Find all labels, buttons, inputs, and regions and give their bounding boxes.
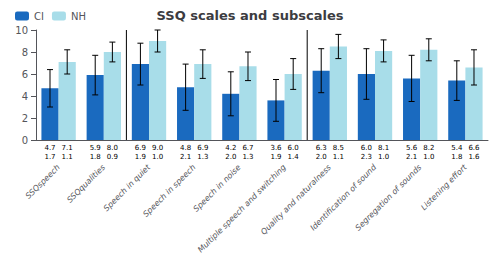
svg-text:CI: CI (34, 11, 44, 22)
svg-text:2.1: 2.1 (180, 153, 191, 161)
svg-text:9.0: 9.0 (152, 144, 163, 152)
svg-text:Multiple speech and switching: Multiple speech and switching (196, 163, 288, 255)
svg-text:6.3: 6.3 (316, 144, 327, 152)
svg-text:8: 8 (22, 47, 28, 58)
svg-text:Identification of sound: Identification of sound (308, 162, 379, 233)
svg-text:1.1: 1.1 (62, 153, 73, 161)
svg-text:Speech in quiet: Speech in quiet (102, 162, 153, 213)
svg-text:1.0: 1.0 (378, 153, 389, 161)
svg-text:2.0: 2.0 (225, 153, 236, 161)
svg-text:6.0: 6.0 (288, 144, 299, 152)
svg-text:1.8: 1.8 (451, 153, 462, 161)
svg-text:1.3: 1.3 (242, 153, 253, 161)
svg-text:2: 2 (22, 113, 28, 124)
svg-text:7.1: 7.1 (62, 144, 73, 152)
svg-text:1.0: 1.0 (423, 153, 434, 161)
svg-text:1.9: 1.9 (270, 153, 281, 161)
svg-text:1.3: 1.3 (197, 153, 208, 161)
svg-text:6.9: 6.9 (197, 144, 208, 152)
svg-text:NH: NH (71, 11, 86, 22)
svg-text:2.0: 2.0 (316, 153, 327, 161)
svg-text:10: 10 (15, 25, 28, 36)
svg-text:4.7: 4.7 (44, 144, 55, 152)
svg-text:2.3: 2.3 (361, 153, 372, 161)
svg-text:5.4: 5.4 (451, 144, 463, 152)
svg-text:5.6: 5.6 (406, 144, 418, 152)
svg-text:8.2: 8.2 (423, 144, 434, 152)
svg-text:4.2: 4.2 (225, 144, 236, 152)
svg-text:Speech in noise: Speech in noise (192, 163, 243, 214)
svg-text:6: 6 (22, 69, 28, 80)
svg-text:SSQ scales and subscales: SSQ scales and subscales (157, 8, 344, 23)
svg-text:8.5: 8.5 (333, 144, 344, 152)
svg-text:6.0: 6.0 (361, 144, 372, 152)
svg-text:Segregation of sounds: Segregation of sounds (354, 163, 424, 233)
svg-text:2.1: 2.1 (406, 153, 417, 161)
svg-text:4: 4 (22, 91, 28, 102)
svg-text:Speech in speech: Speech in speech (141, 163, 197, 219)
svg-text:0: 0 (22, 135, 28, 146)
svg-text:3.6: 3.6 (270, 144, 282, 152)
svg-text:0.9: 0.9 (107, 153, 118, 161)
svg-text:1.7: 1.7 (44, 153, 55, 161)
svg-text:SSQspeech: SSQspeech (24, 163, 62, 201)
svg-text:1.6: 1.6 (468, 153, 480, 161)
svg-text:8.1: 8.1 (378, 144, 389, 152)
svg-text:6.7: 6.7 (242, 144, 253, 152)
svg-text:1.1: 1.1 (333, 153, 344, 161)
svg-text:1.9: 1.9 (135, 153, 146, 161)
svg-text:1.4: 1.4 (288, 153, 300, 161)
svg-text:6.9: 6.9 (135, 144, 146, 152)
svg-text:1.0: 1.0 (152, 153, 163, 161)
svg-text:Quality and naturalness: Quality and naturalness (259, 163, 333, 237)
svg-text:8.0: 8.0 (107, 144, 118, 152)
svg-text:SSQqualities: SSQqualities (65, 163, 107, 205)
svg-text:5.9: 5.9 (90, 144, 101, 152)
svg-text:1.8: 1.8 (90, 153, 101, 161)
svg-text:4.8: 4.8 (180, 144, 191, 152)
svg-text:Listening effort: Listening effort (419, 162, 469, 212)
svg-text:6.6: 6.6 (468, 144, 480, 152)
